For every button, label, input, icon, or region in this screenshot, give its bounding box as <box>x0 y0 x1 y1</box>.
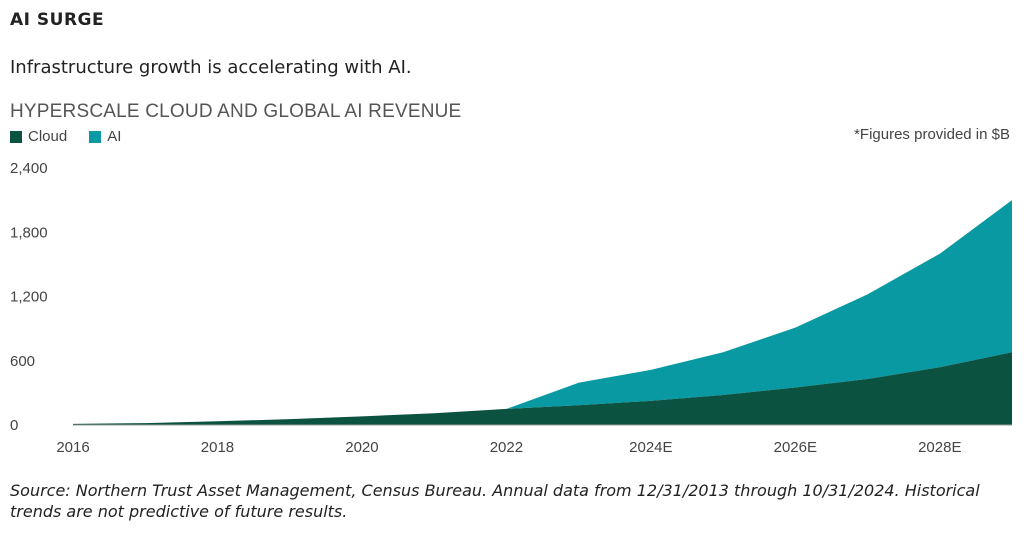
area-series-cloud <box>73 352 1012 425</box>
x-tick-label: 2018 <box>201 439 234 456</box>
area-series-ai <box>73 200 1012 424</box>
legend: Cloud AI <box>10 128 143 145</box>
units-note: *Figures provided in $B <box>854 126 1010 143</box>
source-note: Source: Northern Trust Asset Management,… <box>10 481 980 521</box>
x-tick-label: 2022 <box>490 439 523 456</box>
y-tick-label: 0 <box>10 417 18 434</box>
x-tick-label: 2026E <box>774 439 817 456</box>
x-tick-label: 2024E <box>629 439 672 456</box>
headline: Infrastructure growth is accelerating wi… <box>10 57 412 78</box>
chart-title: HYPERSCALE CLOUD AND GLOBAL AI REVENUE <box>10 101 462 122</box>
legend-item-ai: AI <box>89 128 121 145</box>
kicker-title: AI SURGE <box>10 10 105 30</box>
legend-label-cloud: Cloud <box>28 128 68 145</box>
y-tick-label: 1,200 <box>10 289 48 306</box>
area-chart: 0 600 1,200 1,800 2,400 2016 2018 2020 2022 2024E… <box>10 160 1012 456</box>
y-tick-label: 1,800 <box>10 224 48 241</box>
legend-item-cloud: Cloud <box>10 128 67 145</box>
legend-swatch-cloud <box>10 130 22 143</box>
x-tick-label: 2020 <box>345 439 378 456</box>
legend-swatch-ai <box>89 130 102 143</box>
legend-label-ai: AI <box>107 128 122 145</box>
x-tick-label: 2028E <box>918 439 961 456</box>
x-tick-label: 2016 <box>56 439 89 456</box>
y-tick-label: 2,400 <box>10 160 48 177</box>
y-tick-label: 600 <box>10 353 35 370</box>
